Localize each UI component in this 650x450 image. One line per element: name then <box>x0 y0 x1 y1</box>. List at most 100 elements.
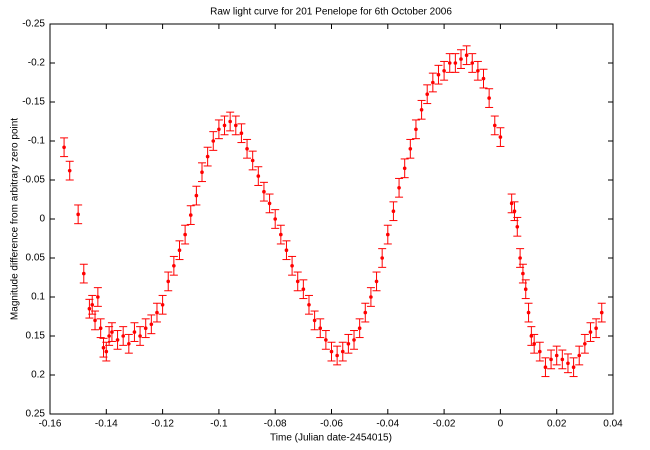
data-point <box>127 342 131 346</box>
y-tick-label: 0.15 <box>26 331 46 342</box>
data-point <box>177 248 182 252</box>
data-point <box>101 345 106 350</box>
data-point <box>431 80 435 85</box>
data-point <box>363 310 368 315</box>
data-point <box>453 61 458 65</box>
data-point <box>329 349 334 354</box>
data-point <box>324 338 328 342</box>
y-tick-label: -0.05 <box>22 175 45 186</box>
data-point <box>250 158 255 163</box>
data-point <box>318 326 323 331</box>
y-tick-label: 0 <box>39 214 45 225</box>
data-point <box>532 342 536 346</box>
data-point <box>67 168 72 173</box>
x-tick-label: -0.08 <box>264 419 287 430</box>
y-tick-label: -0.25 <box>22 19 45 30</box>
data-point <box>138 334 142 338</box>
data-point <box>228 119 232 124</box>
data-point <box>301 287 306 292</box>
data-point <box>81 271 86 276</box>
data-point <box>492 123 497 128</box>
data-point <box>560 357 565 362</box>
data-point <box>464 53 469 57</box>
y-tick-label: 0.2 <box>31 370 45 381</box>
data-point <box>211 139 216 143</box>
data-point <box>566 361 570 366</box>
data-point <box>447 61 452 65</box>
data-point <box>194 193 199 198</box>
data-point <box>583 342 587 346</box>
data-point <box>160 303 165 307</box>
data-point <box>523 287 528 292</box>
y-tick-label: -0.15 <box>22 97 45 108</box>
data-point <box>543 365 548 370</box>
data-point <box>538 349 542 354</box>
y-tick-label: 0.1 <box>31 292 45 303</box>
y-tick-label: -0.1 <box>28 136 46 147</box>
data-point <box>149 322 154 327</box>
data-point <box>374 279 379 284</box>
data-point <box>512 209 517 213</box>
data-point <box>121 334 125 338</box>
data-point <box>414 127 418 132</box>
data-point <box>529 334 534 338</box>
data-point <box>267 201 272 206</box>
data-point <box>279 232 283 237</box>
data-point <box>357 326 362 331</box>
data-point <box>107 334 111 338</box>
y-tick-label: 0.25 <box>26 409 46 420</box>
data-point <box>115 338 120 342</box>
data-point <box>340 349 345 354</box>
chart-title: Raw light curve for 201 Penelope for 6th… <box>210 7 452 18</box>
data-point <box>487 96 491 100</box>
data-point <box>217 127 221 132</box>
data-point <box>110 330 114 334</box>
data-point <box>346 342 351 346</box>
data-point <box>222 123 227 128</box>
data-point <box>436 72 441 77</box>
data-point <box>256 174 261 178</box>
x-tick-label: -0.1 <box>210 419 228 430</box>
data-point <box>459 57 463 61</box>
data-point <box>515 225 520 229</box>
x-tick-label: -0.12 <box>151 419 174 430</box>
data-point <box>155 310 159 315</box>
data-point <box>90 303 95 307</box>
x-tick-label: 0.02 <box>547 419 567 430</box>
data-point <box>397 186 401 190</box>
data-point <box>183 232 187 237</box>
y-tick-label: -0.2 <box>28 58 46 69</box>
data-point <box>104 349 109 354</box>
data-point <box>588 330 593 334</box>
data-point <box>335 353 339 358</box>
data-point <box>518 256 522 260</box>
data-point <box>352 338 356 342</box>
data-point <box>386 232 390 237</box>
data-point <box>290 264 294 268</box>
data-point <box>498 135 503 139</box>
y-tick-label: 0.05 <box>26 253 46 264</box>
data-point <box>549 357 553 362</box>
data-point <box>599 310 604 315</box>
data-point <box>295 279 300 284</box>
x-tick-label: 0.04 <box>603 419 623 430</box>
data-point <box>284 248 289 252</box>
y-axis-label: Magnitude difference from arbitrary zero… <box>10 118 21 320</box>
data-point <box>470 61 475 65</box>
data-point <box>239 131 244 135</box>
data-point <box>369 295 373 299</box>
x-tick-label: -0.16 <box>39 419 62 430</box>
data-point <box>188 213 193 217</box>
data-point <box>509 201 514 206</box>
data-point <box>571 365 576 370</box>
data-point <box>62 145 66 150</box>
data-point <box>442 69 446 73</box>
x-axis-label: Time (Julian date-2454015) <box>270 433 392 444</box>
data-point <box>402 166 407 171</box>
data-point <box>233 123 238 128</box>
data-point <box>172 264 176 268</box>
data-point <box>476 69 480 73</box>
data-point <box>312 318 317 323</box>
data-point <box>419 108 424 112</box>
